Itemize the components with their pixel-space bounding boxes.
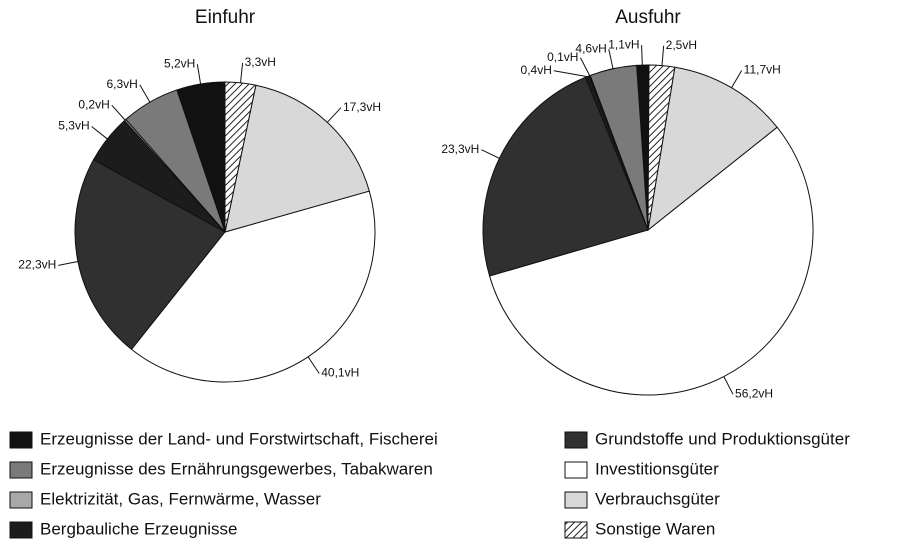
- legend-swatch: [564, 431, 588, 449]
- value-label: 5,2vH: [164, 56, 195, 70]
- legend-label: Erzeugnisse der Land- und Forstwirtschaf…: [40, 429, 438, 448]
- legend-swatch: [9, 491, 33, 509]
- leader-line: [608, 49, 614, 69]
- value-label: 6,3vH: [106, 77, 137, 91]
- legend-swatch: [564, 491, 588, 509]
- leader-line: [661, 45, 665, 66]
- leader-line: [240, 62, 244, 83]
- leader-line: [111, 104, 126, 121]
- legend-label: Verbrauchsgüter: [595, 489, 720, 508]
- leader-line: [307, 356, 320, 374]
- value-label: 3,3vH: [245, 55, 276, 69]
- leader-line: [641, 45, 643, 66]
- legend-label: Grundstoffe und Produktionsgüter: [595, 429, 850, 448]
- value-label: 40,1vH: [321, 366, 359, 380]
- legend-swatch: [564, 461, 588, 479]
- legend-label: Elektrizität, Gas, Fernwärme, Wasser: [40, 489, 321, 508]
- pie-slice: [224, 84, 370, 233]
- leader-line: [580, 57, 591, 76]
- value-label: 11,7vH: [744, 63, 781, 77]
- leader-line: [731, 70, 743, 88]
- value-label: 23,3vH: [441, 142, 479, 156]
- value-label: 0,2vH: [78, 97, 109, 111]
- leader-line: [553, 70, 588, 78]
- pie-title: Ausfuhr: [615, 7, 681, 28]
- leader-line: [196, 64, 202, 85]
- value-label: 56,2vH: [735, 386, 773, 400]
- legend-swatch: [9, 461, 33, 479]
- pie-slice: [224, 81, 257, 233]
- value-label: 0,1vH: [547, 50, 578, 64]
- leader-line: [481, 149, 500, 159]
- legend-swatch: [9, 431, 33, 449]
- leader-line: [326, 107, 342, 123]
- legend-label: Sonstige Waren: [595, 519, 715, 538]
- value-label: 2,5vH: [666, 38, 697, 52]
- value-label: 1,1vH: [608, 37, 639, 51]
- leader-line: [723, 376, 734, 395]
- value-label: 5,3vH: [58, 119, 89, 133]
- pie-slice: [647, 66, 778, 232]
- legend-label: Bergbauliche Erzeugnisse: [40, 519, 238, 538]
- leader-line: [91, 126, 108, 140]
- legend-swatch: [564, 521, 588, 539]
- pie-slice: [74, 159, 226, 351]
- value-label: 22,3vH: [18, 258, 56, 272]
- value-label: 17,3vH: [343, 100, 381, 114]
- legend-label: Investitionsgüter: [595, 459, 719, 478]
- legend-label: Erzeugnisse des Ernährungsgewerbes, Taba…: [40, 459, 433, 478]
- pie-slice: [488, 126, 814, 396]
- pie-slice: [647, 64, 676, 231]
- leader-line: [58, 261, 79, 266]
- value-label: 4,6vH: [575, 41, 606, 55]
- value-label: 0,4vH: [521, 63, 552, 77]
- leader-line: [139, 84, 151, 103]
- pie-slice: [482, 76, 649, 277]
- pie-title: Einfuhr: [195, 7, 256, 28]
- legend-swatch: [9, 521, 33, 539]
